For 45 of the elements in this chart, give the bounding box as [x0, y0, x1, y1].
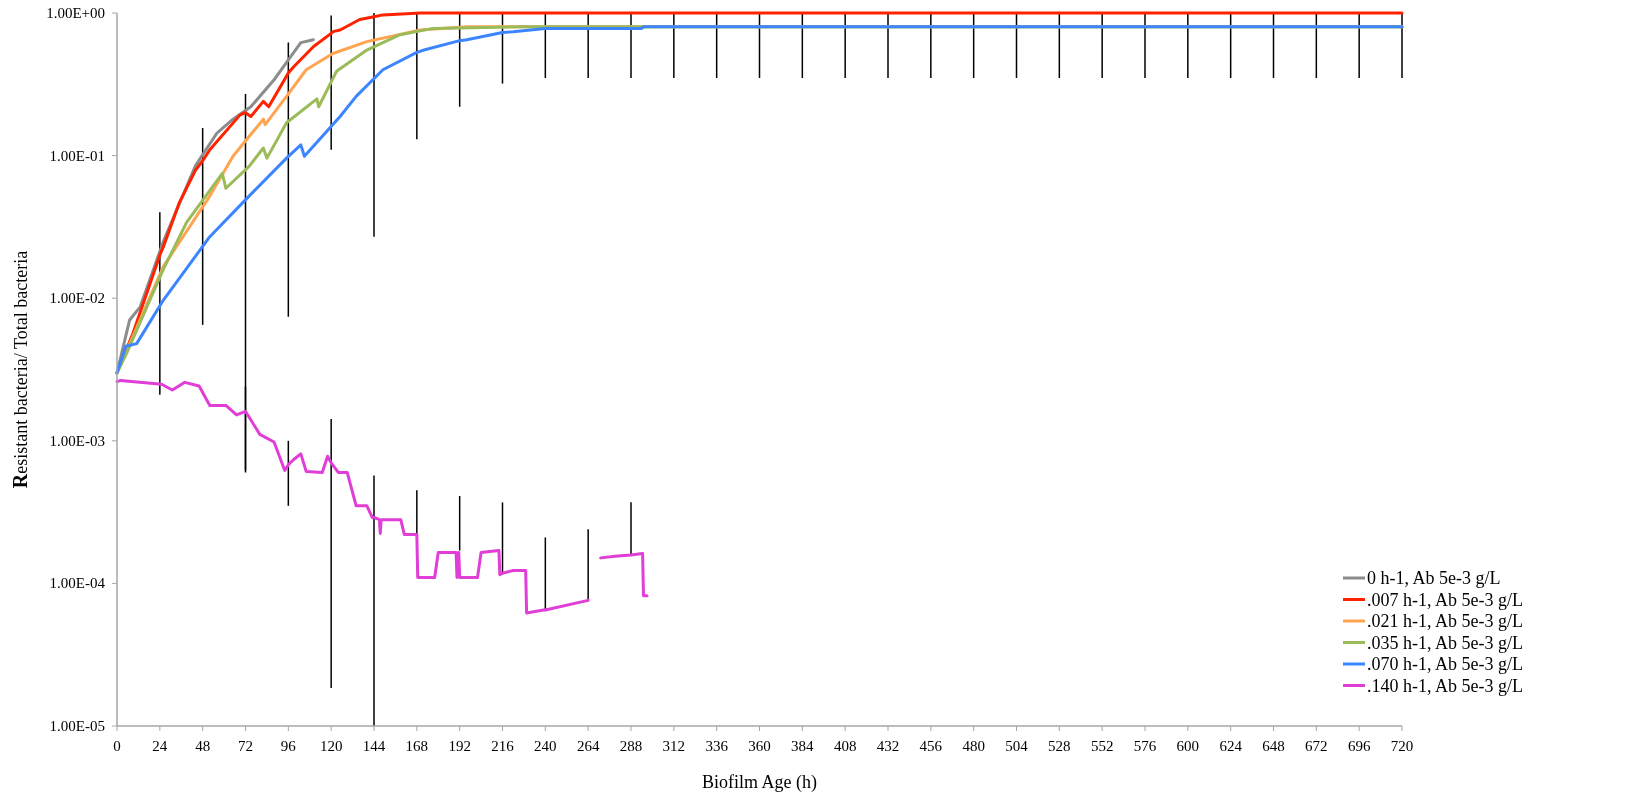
x-tick-label: 72 [238, 738, 253, 754]
y-axis-title: Resistant bacteria/ Total bacteria [9, 250, 31, 489]
x-tick-label: 360 [748, 738, 771, 754]
x-tick-label: 720 [1390, 738, 1414, 754]
x-tick-label: 576 [1133, 738, 1157, 754]
x-tick-label: 600 [1176, 738, 1200, 754]
x-tick-label: 408 [833, 738, 857, 754]
x-tick-label: 48 [195, 738, 211, 754]
legend-label: .035 h-1, Ab 5e-3 g/L [1367, 632, 1523, 653]
legend-label: 0 h-1, Ab 5e-3 g/L [1367, 568, 1501, 588]
x-tick-label: 552 [1090, 738, 1114, 754]
x-tick-label: 96 [280, 738, 297, 754]
x-tick-label: 192 [448, 738, 471, 754]
x-tick-label: 216 [491, 738, 515, 754]
y-tick-label: 1.00E-02 [49, 290, 105, 307]
y-tick-label: 1.00E-05 [49, 718, 105, 734]
x-tick-label: 696 [1347, 738, 1371, 754]
x-tick-label: 432 [876, 738, 900, 754]
legend-label: .007 h-1, Ab 5e-3 g/L [1367, 589, 1523, 610]
x-axis-title: Biofilm Age (h) [702, 772, 817, 793]
x-tick-label: 528 [1048, 738, 1071, 754]
x-tick-label: 624 [1219, 738, 1243, 754]
legend-label: .140 h-1, Ab 5e-3 g/L [1367, 675, 1523, 696]
x-tick-label: 504 [1005, 738, 1029, 754]
x-tick-label: 456 [919, 738, 943, 754]
x-tick-label: 384 [791, 738, 815, 754]
x-tick-label: 288 [619, 738, 643, 754]
x-tick-label: 480 [962, 738, 985, 754]
x-tick-label: 240 [534, 738, 557, 754]
x-tick-label: 312 [662, 738, 686, 754]
x-tick-label: 144 [362, 738, 386, 754]
x-tick-label: 120 [319, 738, 343, 754]
y-tick-label: 1.00E-01 [49, 147, 105, 164]
y-tick-label: 1.00E+00 [46, 5, 105, 21]
x-tick-label: 336 [705, 738, 729, 754]
x-tick-label: 0 [113, 738, 121, 754]
x-tick-label: 24 [152, 738, 168, 754]
x-tick-label: 672 [1305, 738, 1328, 754]
x-tick-label: 264 [576, 738, 600, 754]
legend-label: .021 h-1, Ab 5e-3 g/L [1367, 611, 1523, 631]
y-tick-label: 1.00E-04 [49, 575, 106, 592]
x-tick-label: 168 [405, 738, 429, 754]
y-tick-label: 1.00E-03 [49, 432, 105, 449]
legend-label: .070 h-1, Ab 5e-3 g/L [1367, 654, 1523, 674]
x-tick-label: 648 [1262, 738, 1285, 754]
